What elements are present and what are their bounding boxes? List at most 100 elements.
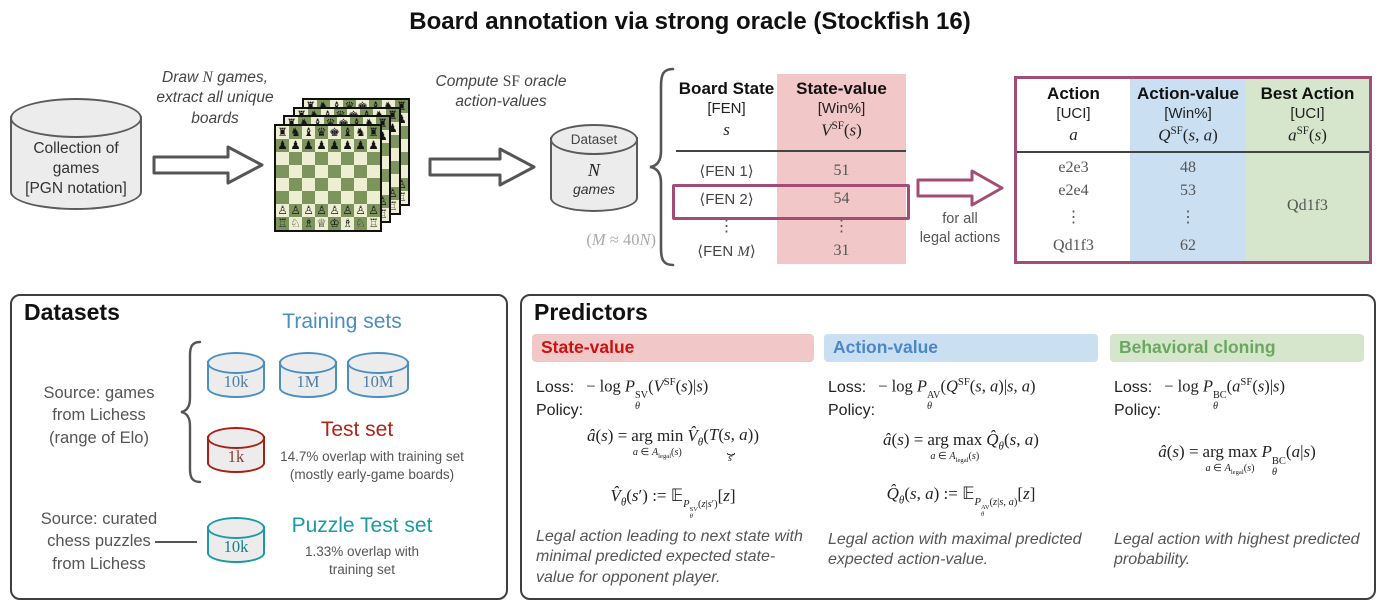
training-sets-label: Training sets: [282, 310, 402, 333]
cylinder-label: 10k: [223, 536, 249, 556]
board-square: ♙: [328, 202, 341, 217]
state-value-column-bg: [777, 74, 906, 264]
loss-label: Loss:: [1114, 378, 1153, 396]
loss-row: Loss: − log P AV θ (QSF(s, a)|s, a): [828, 376, 1035, 413]
board-square: ♗: [341, 215, 354, 230]
board-square: ♝: [302, 124, 315, 139]
policy-formula: â(s) = arg max a ∈ Alegal(s) P BC θ (a|s): [1158, 442, 1316, 478]
figure-title: Board annotation via strong oracle (Stoc…: [409, 8, 971, 35]
puzzle-set-note: 1.33% overlap with training set: [304, 544, 420, 577]
predictor-description: Legal action leading to next state with …: [536, 528, 803, 586]
dataset-n: N: [587, 160, 600, 180]
board-square: ♗: [302, 215, 315, 230]
board-square: [302, 191, 315, 204]
chessboard-icon: ♜♞♝♛♚♝♞♜♟♟♟♟♟♟♟♟♙♙♙♙♙♙♙♙♖♘♗♕♔♗♘♖: [274, 124, 382, 232]
board-square: [276, 165, 289, 178]
predictor-description: Legal action with maximal predicted expe…: [828, 531, 1082, 569]
cylinder-top: [10, 98, 142, 138]
datasets-panel: Datasets Training sets Source: games fro…: [10, 294, 508, 600]
connector-line: [155, 541, 197, 543]
board-square: ♛: [315, 124, 328, 139]
board-square: ♟: [367, 137, 380, 152]
for-all-actions-arrow-icon: [916, 169, 1004, 207]
board-square: [289, 152, 302, 165]
best-action-value: Qd1f3: [1287, 197, 1328, 214]
training-cylinder-10m: 10M: [347, 352, 409, 398]
compute-oracle-label: Compute SF oracle action-values: [435, 73, 567, 111]
datasets-title: Datasets: [24, 299, 120, 325]
board-square: ♚: [328, 124, 341, 139]
board-square: ♝: [341, 124, 354, 139]
action-value-table: Action [UCI] a Action-value [Win%] QSF(s…: [1014, 76, 1372, 264]
action-header: Action [UCI] a: [1047, 84, 1100, 144]
training-cylinder-10k: 10k: [207, 352, 265, 398]
board-square: [328, 165, 341, 178]
best-action-column-bg: [1246, 79, 1369, 261]
loss-row: Loss: − log P BC θ (aSF(s)|s): [1114, 376, 1285, 413]
state-value-table: Board State [FEN] s State-value [Win%] V…: [672, 74, 910, 266]
loss-label: Loss:: [828, 378, 867, 396]
brace-icon: [649, 67, 675, 267]
games-collection-cylinder: Collection of games [PGN notation]: [10, 98, 142, 210]
board-square: ♙: [341, 202, 354, 217]
predictor-column-behavioral-cloning: Behavioral cloning Loss: − log P BC θ (aSF(…: [1110, 334, 1364, 592]
test-cylinder-1k: 1k: [207, 427, 265, 473]
board-square: ♘: [354, 215, 367, 230]
loss-formula: − log P AV θ (QSF(s, a)|s, a): [878, 376, 1036, 412]
dataset-games: games: [572, 181, 616, 197]
board-square: [289, 165, 302, 178]
action-value-header: Action-value [Win%] QSF(s, a): [1136, 84, 1240, 145]
board-square: ♙: [315, 202, 328, 217]
board-square: [328, 178, 341, 191]
board-square: [341, 165, 354, 178]
board-square: ♙: [354, 202, 367, 217]
board-square: [315, 178, 328, 191]
loss-formula: − log P BC θ (aSF(s)|s): [1164, 376, 1285, 412]
puzzle-cylinder-10k: 10k: [207, 517, 265, 563]
source-games-label: Source: games from Lichess (range of Elo…: [43, 384, 155, 447]
dataset-cylinder: Dataset N games: [550, 124, 638, 212]
cylinder-label: 10M: [362, 371, 394, 391]
board-square: [367, 165, 380, 178]
policy-formula: â(s) = arg min a ∈ Alegal(s) V̂θ(T(s, a) ⏟ s′…: [586, 425, 760, 465]
board-square: [276, 152, 289, 165]
collection-line1: Collection of: [33, 139, 119, 157]
loss-label: Loss:: [536, 378, 575, 396]
board-square: [302, 165, 315, 178]
policy-formula: Q̂θ(s, a) := 𝔼P AV θ (z|s, a)[z]: [886, 484, 1036, 518]
board-square: [302, 152, 315, 165]
arrow-right-icon: [152, 145, 264, 185]
board-square: [315, 191, 328, 204]
board-square: [367, 152, 380, 165]
board-square: [276, 178, 289, 191]
cylinder-label: 1k: [227, 446, 245, 466]
collection-line2: games: [52, 159, 100, 177]
board-square: [341, 178, 354, 191]
board-square: ♟: [354, 137, 367, 152]
board-square: [341, 152, 354, 165]
action-value-column-bg: [1130, 79, 1246, 261]
cylinder-top: [347, 352, 409, 374]
loss-formula: − log P SV θ (VSF(s)|s): [586, 376, 709, 412]
board-square: [354, 178, 367, 191]
board-square: [341, 191, 354, 204]
board-square: ♜: [276, 124, 289, 139]
board-square: ♘: [289, 215, 302, 230]
cylinder-label: 1M: [296, 371, 320, 391]
board-square: ♙: [367, 202, 380, 217]
state-value-strip: State-value: [532, 334, 814, 362]
board-square: [354, 165, 367, 178]
brace-icon: [180, 340, 202, 484]
test-set-note: 14.7% overlap with training set (mostly …: [280, 449, 464, 482]
action-value-strip: Action-value: [824, 334, 1098, 362]
board-square: ♜: [367, 124, 380, 139]
predictors-panel: Predictors State-value Loss: − log P SV θ(…: [520, 294, 1376, 600]
predictor-column-state-value: State-value Loss: − log P SV θ (VSF(s)|s) P…: [532, 334, 814, 592]
cylinder-top: [207, 352, 265, 374]
board-square: ♟: [328, 137, 341, 152]
cylinder-top: Dataset: [550, 124, 638, 155]
policy-label: Policy:: [828, 402, 876, 419]
board-square: ♙: [276, 202, 289, 217]
board-square: ♟: [341, 137, 354, 152]
